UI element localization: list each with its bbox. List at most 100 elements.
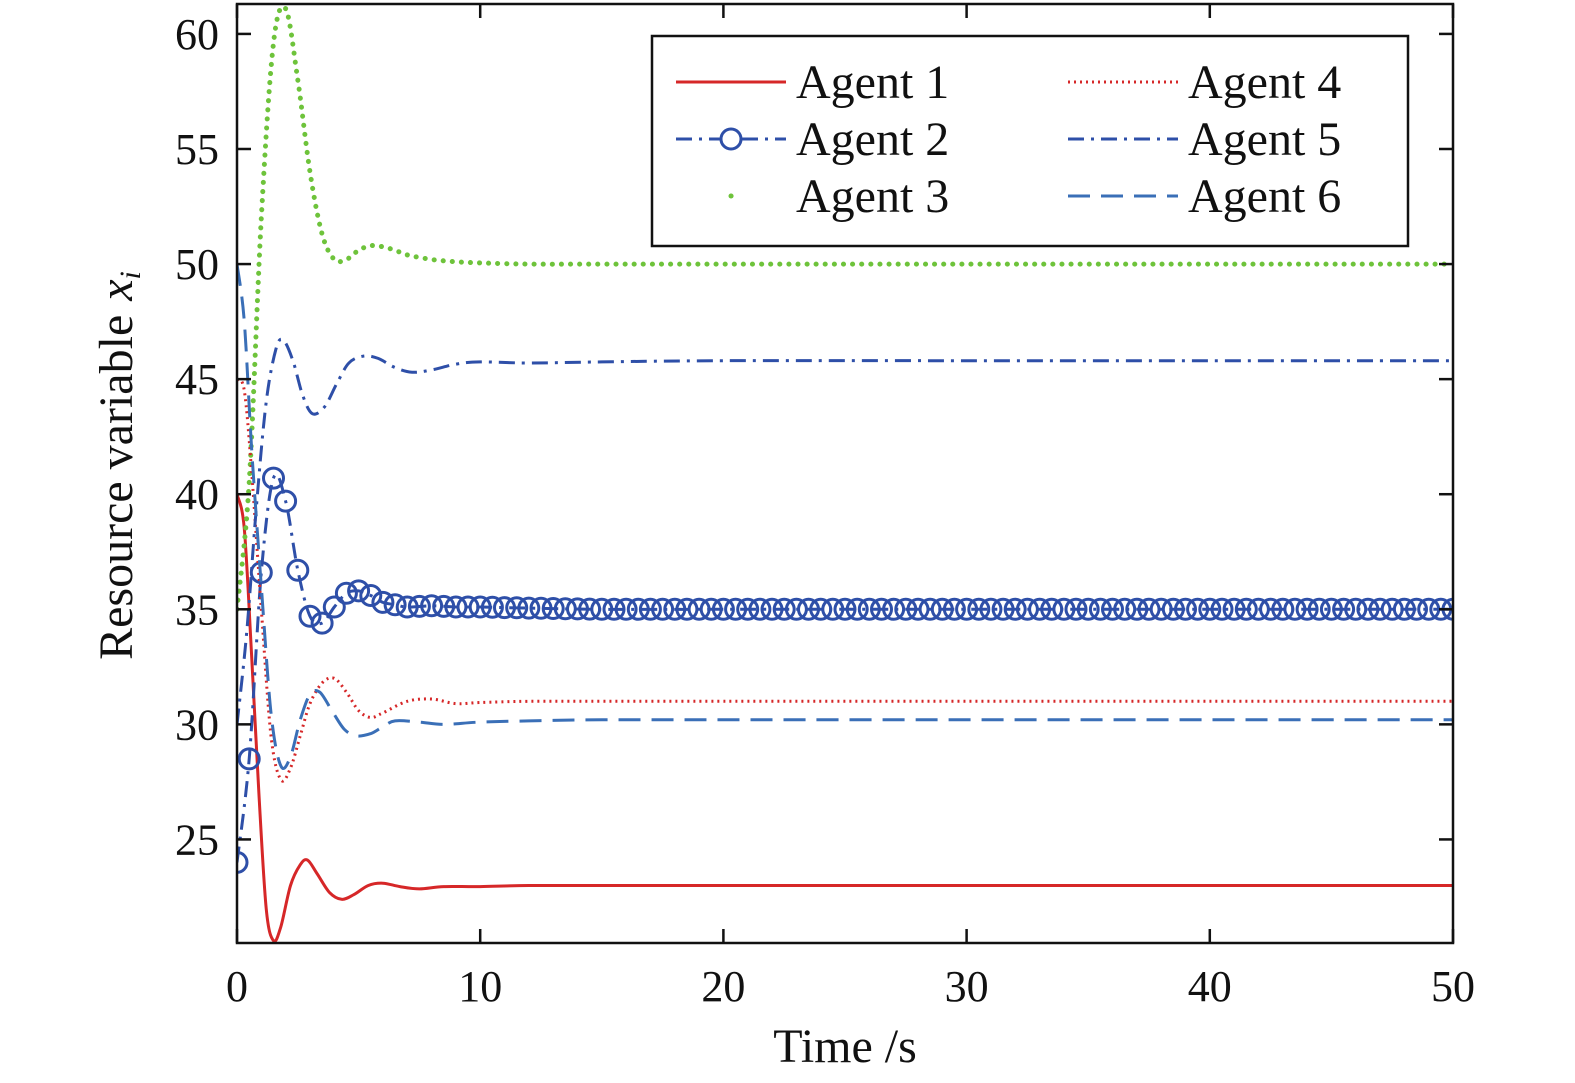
series-1: [237, 493, 1453, 943]
series-2-marker: [1259, 597, 1283, 621]
series-2-marker: [638, 597, 662, 621]
x-tick-label: 20: [701, 962, 745, 1011]
series-2-marker: [541, 597, 565, 620]
series-2-marker: [797, 597, 820, 621]
y-axis-label-group: Resource variable xi: [90, 271, 147, 660]
series-2-marker: [991, 597, 1015, 621]
series-2-marker: [724, 597, 748, 621]
legend-item-5: Agent 5: [1068, 113, 1341, 166]
series-2-marker: [237, 747, 261, 771]
series-2-marker: [237, 850, 249, 874]
y-tick-label: 50: [175, 240, 219, 289]
series-2-marker: [614, 597, 638, 621]
series-2-marker: [1076, 597, 1100, 621]
series-2-marker: [1380, 597, 1404, 621]
series-2-marker: [1392, 597, 1416, 621]
series-1-line: [237, 493, 1453, 943]
legend-label: Agent 6: [1188, 170, 1341, 223]
series-2-marker: [711, 597, 735, 621]
series-2-marker: [1137, 597, 1161, 621]
y-tick-label: 30: [175, 700, 219, 749]
series-2-marker: [432, 594, 456, 618]
series-2-marker: [1161, 597, 1185, 621]
series-2-marker: [480, 595, 504, 619]
series-2-marker: [979, 597, 1003, 621]
series-2-marker: [918, 597, 942, 621]
series-2-marker: [651, 597, 675, 621]
series-2-marker: [274, 489, 298, 513]
series-2-marker: [784, 597, 808, 621]
y-axis-label-text: Resource variable: [90, 315, 143, 660]
series-2-marker: [760, 597, 784, 621]
series-2-marker: [772, 597, 796, 621]
series-2-marker: [1368, 597, 1392, 621]
y-tick-label: 25: [175, 815, 219, 864]
series-3: [237, 4, 1453, 612]
series-2-marker: [371, 590, 395, 614]
series-6: [237, 263, 1453, 771]
series-2-marker: [444, 595, 468, 619]
series-2-marker: [1064, 597, 1088, 621]
series-2-marker: [1319, 597, 1343, 621]
series-2-marker: [1417, 597, 1441, 621]
x-tick-label: 30: [945, 962, 989, 1011]
series-2-marker: [1332, 597, 1356, 621]
series-2-marker: [1222, 597, 1246, 621]
legend-label: Agent 4: [1188, 56, 1341, 109]
plot-border: [235, 2, 1455, 945]
series-2-marker: [249, 561, 273, 584]
legend-item-1: Agent 1: [676, 56, 949, 109]
series-2-marker: [578, 597, 602, 621]
legend-box: [650, 34, 1410, 248]
series-2-marker: [493, 596, 516, 620]
series-2-marker: [870, 597, 893, 621]
series-2-marker: [590, 597, 614, 621]
series-2-marker: [1234, 597, 1258, 621]
series-4-line: [237, 377, 1453, 783]
series-2-marker: [1113, 597, 1137, 621]
series-2-marker: [1186, 597, 1210, 621]
series-2-marker: [809, 597, 833, 621]
series-2-marker: [517, 596, 541, 620]
y-axis-label: Resource variable xi: [90, 271, 147, 660]
series-2-marker: [894, 597, 918, 621]
y-tick-label: 60: [175, 10, 219, 59]
series-2-marker: [1040, 597, 1064, 621]
tick-layer: 0 10 20 30 40 50 25 30 35 40 45 50 55 60: [175, 4, 1475, 1011]
series-2-marker: [675, 597, 699, 621]
series-2-marker: [626, 597, 650, 621]
series-2-marker: [736, 597, 760, 621]
series-2-marker: [1101, 597, 1124, 621]
series-2-marker: [1271, 597, 1295, 621]
series-2-line: [237, 473, 1453, 863]
series-2-marker: [1246, 597, 1270, 621]
series-2-marker: [383, 593, 407, 617]
series-2-marker: [1307, 597, 1331, 621]
series-2-marker: [395, 595, 419, 619]
x-tick-label: 50: [1431, 962, 1475, 1011]
x-tick-label: 10: [458, 962, 502, 1011]
series-2-marker: [967, 597, 991, 621]
series-2-marker: [882, 597, 906, 621]
series-2-marker: [1149, 597, 1173, 621]
series-2-marker: [298, 604, 322, 628]
series-5-line: [237, 337, 1453, 725]
series-4: [237, 377, 1453, 783]
legend-label: Agent 2: [796, 113, 949, 166]
series-2-marker: [1356, 597, 1380, 621]
plot-frame: [235, 2, 1455, 945]
y-tick-label: 35: [175, 585, 219, 634]
series-2-marker: [857, 597, 881, 621]
series-2-marker: [1405, 597, 1428, 621]
y-tick-label: 55: [175, 125, 219, 174]
x-tick-label: 0: [226, 962, 248, 1011]
y-axis-label-var: x: [90, 279, 143, 301]
series-2-marker: [1210, 597, 1234, 621]
legend-item-6: Agent 6: [1068, 170, 1341, 223]
series-2-marker: [955, 597, 979, 621]
series-layer: [237, 4, 1453, 943]
series-3-line: [237, 4, 1453, 612]
legend-label: Agent 3: [796, 170, 949, 223]
